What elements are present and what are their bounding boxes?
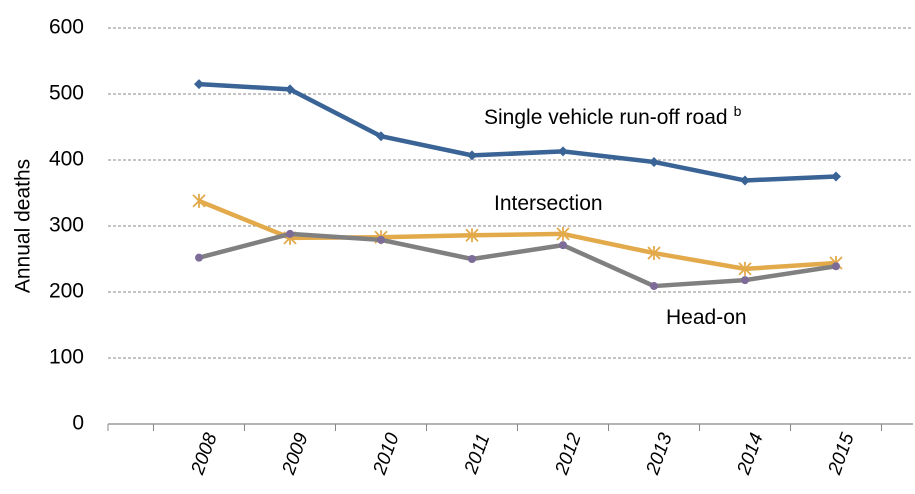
marker — [465, 228, 479, 243]
marker — [467, 150, 477, 161]
marker — [559, 241, 567, 250]
y-tick-label: 200 — [49, 280, 84, 303]
marker — [468, 255, 476, 263]
x-tick-label: 2015 — [824, 430, 859, 478]
marker — [376, 131, 386, 142]
series-label: Intersection — [494, 192, 603, 215]
marker — [194, 79, 204, 90]
marker — [285, 84, 295, 95]
y-axis-label: Annual deaths — [12, 159, 35, 293]
x-tick-label: 2011 — [460, 431, 494, 478]
series-name: Intersection — [494, 192, 603, 215]
marker — [558, 146, 568, 157]
y-tick-label: 300 — [49, 214, 84, 237]
marker — [647, 246, 661, 261]
marker — [738, 261, 752, 276]
x-tick-label: 2008 — [187, 430, 222, 478]
series-name: Single vehicle run-off road — [484, 106, 728, 129]
marker — [649, 156, 659, 167]
series-label: Single vehicle run-off road b — [484, 103, 742, 129]
y-tick-label: 400 — [49, 148, 84, 171]
marker — [832, 262, 840, 271]
marker — [556, 226, 570, 241]
marker — [286, 229, 294, 238]
marker — [741, 276, 749, 285]
series-note: b — [734, 103, 742, 119]
y-tick-label: 600 — [49, 16, 84, 39]
y-tick-label: 100 — [49, 346, 84, 369]
series-line — [198, 81, 837, 183]
marker — [195, 253, 203, 262]
x-tick-label: 2009 — [278, 430, 313, 478]
marker — [831, 171, 841, 182]
y-tick-label: 500 — [49, 82, 84, 105]
marker — [740, 175, 750, 186]
series-name: Head-on — [666, 306, 747, 329]
y-tick-label: 0 — [72, 412, 84, 435]
x-tick-label: 2013 — [642, 430, 677, 478]
series-label: Head-on — [666, 306, 747, 329]
marker — [377, 235, 385, 244]
series-line — [198, 198, 837, 272]
marker — [192, 193, 206, 208]
series-line — [198, 231, 837, 289]
marker — [650, 282, 658, 291]
x-tick-label: 2010 — [369, 430, 404, 478]
x-tick-label: 2012 — [551, 430, 586, 478]
x-tick-label: 2014 — [733, 430, 768, 478]
